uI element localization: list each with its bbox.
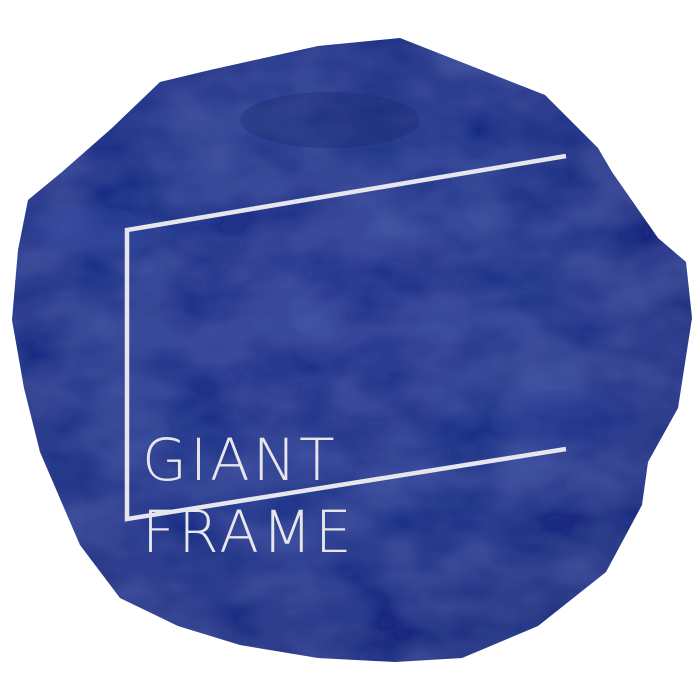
blue-watercolor-blob bbox=[12, 38, 692, 662]
wash-patch bbox=[30, 206, 150, 254]
wash-patch bbox=[240, 92, 420, 148]
open-frame-outline-icon bbox=[124, 153, 567, 522]
wordmark-line-giant: GIANT bbox=[142, 426, 338, 494]
wash-patch bbox=[490, 390, 630, 450]
wordmark-line-frame: FRAME bbox=[142, 498, 355, 566]
logo-wordmark: GIANT FRAME bbox=[142, 424, 355, 568]
